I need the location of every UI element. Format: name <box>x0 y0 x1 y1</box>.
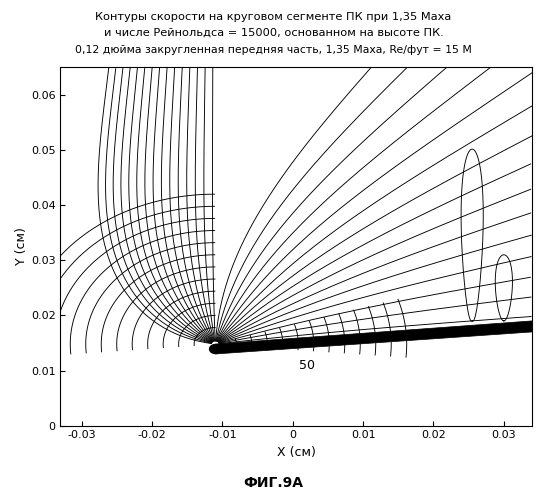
Text: 50: 50 <box>299 358 315 372</box>
Polygon shape <box>216 321 532 354</box>
Circle shape <box>210 345 221 353</box>
Text: 0,12 дюйма закругленная передняя часть, 1,35 Маха, Re/фут = 15 М: 0,12 дюйма закругленная передняя часть, … <box>75 45 472 55</box>
Text: Контуры скорости на круговом сегменте ПК при 1,35 Маха: Контуры скорости на круговом сегменте ПК… <box>95 12 452 22</box>
Text: и числе Рейнольдса = 15000, основанном на высоте ПК.: и числе Рейнольдса = 15000, основанном н… <box>103 27 444 37</box>
X-axis label: Х (см): Х (см) <box>277 446 316 459</box>
Y-axis label: Y (см): Y (см) <box>15 228 28 265</box>
Text: ФИГ.9А: ФИГ.9А <box>243 476 304 490</box>
